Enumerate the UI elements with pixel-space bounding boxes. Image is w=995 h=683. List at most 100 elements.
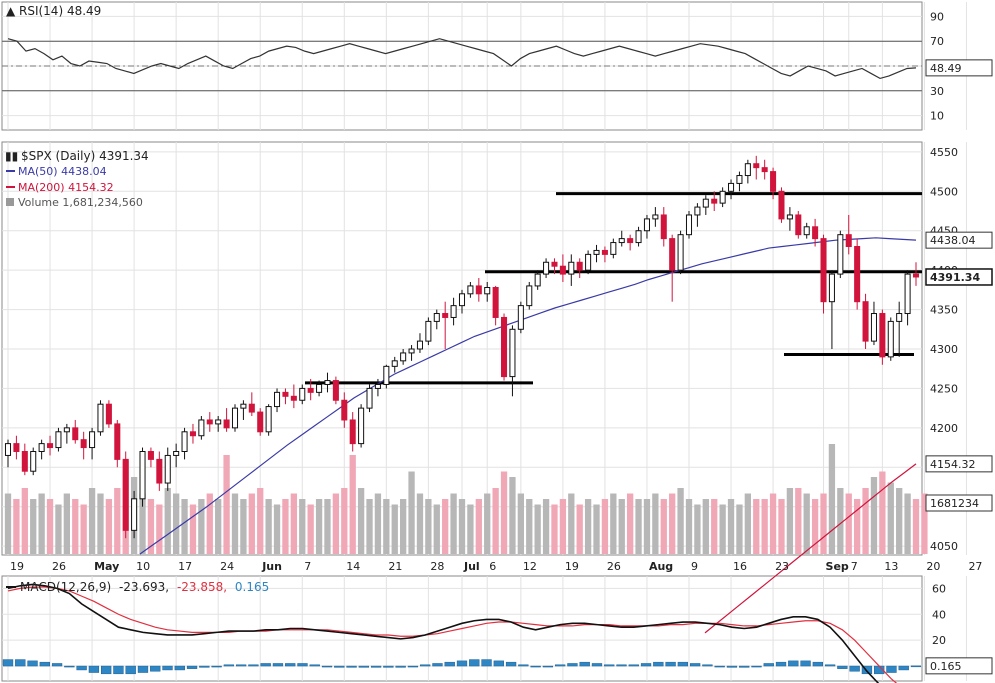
- volume-bar: [677, 488, 684, 554]
- volume-bar: [324, 499, 331, 554]
- value-tags: 48.49 4438.04 4391.34 4154.32 1681234 0.…: [925, 59, 993, 675]
- candle-body: [820, 238, 827, 303]
- volume-bar: [349, 455, 356, 554]
- volume-legend: Volume 1,681,234,560: [18, 196, 143, 209]
- candle-body: [862, 301, 869, 342]
- macd-title: MACD(12,26,9): [20, 580, 111, 594]
- rsi-header: ▲ RSI(14) 48.49: [6, 4, 101, 18]
- x-axis-label: 12: [523, 560, 537, 573]
- volume-bar: [719, 504, 726, 554]
- candle-body: [475, 285, 482, 295]
- x-axis-label: May: [94, 560, 119, 573]
- volume-bar: [189, 504, 197, 554]
- macd-histogram-bar: [432, 663, 443, 667]
- macd-histogram-bar: [285, 663, 296, 667]
- candle-body: [240, 403, 247, 409]
- candle-body: [837, 234, 844, 275]
- volume-bar: [778, 499, 785, 554]
- macd-tick-label: 60: [932, 582, 946, 595]
- volume-bar: [828, 444, 836, 554]
- candle-body: [484, 287, 491, 295]
- volume-bar: [399, 499, 407, 554]
- candle-body: [736, 175, 743, 184]
- macd-histogram-bar: [886, 665, 897, 673]
- rsi-layer: [2, 38, 922, 92]
- candle-body: [299, 387, 306, 401]
- candle-body: [618, 238, 625, 244]
- macd-tick-label: 40: [932, 608, 946, 621]
- rsi-value-tag: 48.49: [930, 62, 962, 75]
- candle-body: [509, 328, 516, 378]
- macd-hist-value: 0.165: [235, 580, 269, 594]
- macd-histogram-bar: [689, 663, 701, 667]
- candle-body: [786, 214, 793, 220]
- volume-bar: [643, 499, 651, 554]
- volume-bar: [164, 488, 171, 554]
- candle-body: [879, 313, 886, 358]
- volume-bar: [921, 493, 928, 554]
- volume-bar: [584, 499, 592, 554]
- volume-bar: [172, 493, 180, 554]
- volume-legend-swatch: [6, 198, 14, 206]
- macd-histogram-bar: [162, 665, 173, 671]
- volume-bar: [38, 493, 45, 554]
- ma200-value-tag: 4154.32: [930, 458, 976, 471]
- volume-bar: [425, 499, 432, 554]
- volume-bar: [156, 504, 163, 554]
- candle-body: [4, 443, 12, 456]
- candle-body: [534, 273, 541, 287]
- macd-histogram-bar: [150, 665, 161, 672]
- x-axis-label: 16: [733, 560, 747, 573]
- ma200-line: [704, 463, 917, 634]
- volume-bar: [702, 499, 709, 554]
- x-axis-label: 7: [851, 560, 858, 573]
- macd-histogram-bar: [628, 664, 639, 667]
- candle-body: [694, 206, 701, 216]
- candle-body: [601, 249, 608, 255]
- macd-histogram-bar: [604, 664, 615, 667]
- x-axis-label: 19: [10, 560, 24, 573]
- volume-bar: [845, 493, 852, 554]
- macd-histogram-bar: [211, 665, 222, 668]
- macd-histogram-bar: [493, 660, 504, 667]
- candle-body: [122, 458, 129, 531]
- volume-bar: [198, 499, 205, 554]
- candle-body: [517, 305, 524, 330]
- volume-bar: [484, 493, 491, 554]
- candle-body: [467, 285, 474, 295]
- candle-body: [635, 230, 642, 244]
- macd-header: MACD(12,26,9) -23.693, -23.858, 0.165: [6, 580, 269, 594]
- macd-histogram-bar: [505, 661, 517, 667]
- candle-body: [156, 458, 163, 484]
- macd-histogram-bar: [297, 663, 308, 667]
- candle-body: [753, 163, 760, 169]
- macd-histogram-bar: [383, 665, 394, 668]
- volume-bar: [72, 499, 79, 554]
- candle-body: [576, 261, 583, 271]
- candle-body: [559, 265, 566, 275]
- volume-bar: [694, 504, 701, 554]
- volume-bar: [475, 499, 482, 554]
- macd-layer: [2, 583, 922, 683]
- volume-bar: [315, 499, 323, 554]
- volume-bar: [904, 493, 911, 554]
- candle-body: [845, 234, 852, 248]
- candle-body: [63, 427, 70, 433]
- volume-bar: [727, 499, 735, 554]
- volume-bar: [206, 493, 213, 554]
- x-axis-label: Jun: [261, 560, 282, 573]
- candle-body: [643, 218, 650, 232]
- macd-histogram-bar: [849, 665, 860, 672]
- candle-body: [198, 419, 205, 437]
- volume-bar: [332, 493, 340, 554]
- candle-body: [215, 419, 222, 425]
- volume-bar: [542, 499, 550, 554]
- candle-body: [223, 419, 230, 429]
- volume-bar: [307, 504, 314, 554]
- candle-body: [685, 214, 693, 236]
- volume-bar: [215, 499, 222, 554]
- candle-body: [711, 198, 718, 204]
- volume-bar: [795, 488, 802, 554]
- volume-bar: [870, 477, 878, 554]
- x-axis: 19 26 May 10 17 24 Jun 7 14 21 28 Jul 6 12 19 26 Aug 9 16 2…: [10, 560, 982, 573]
